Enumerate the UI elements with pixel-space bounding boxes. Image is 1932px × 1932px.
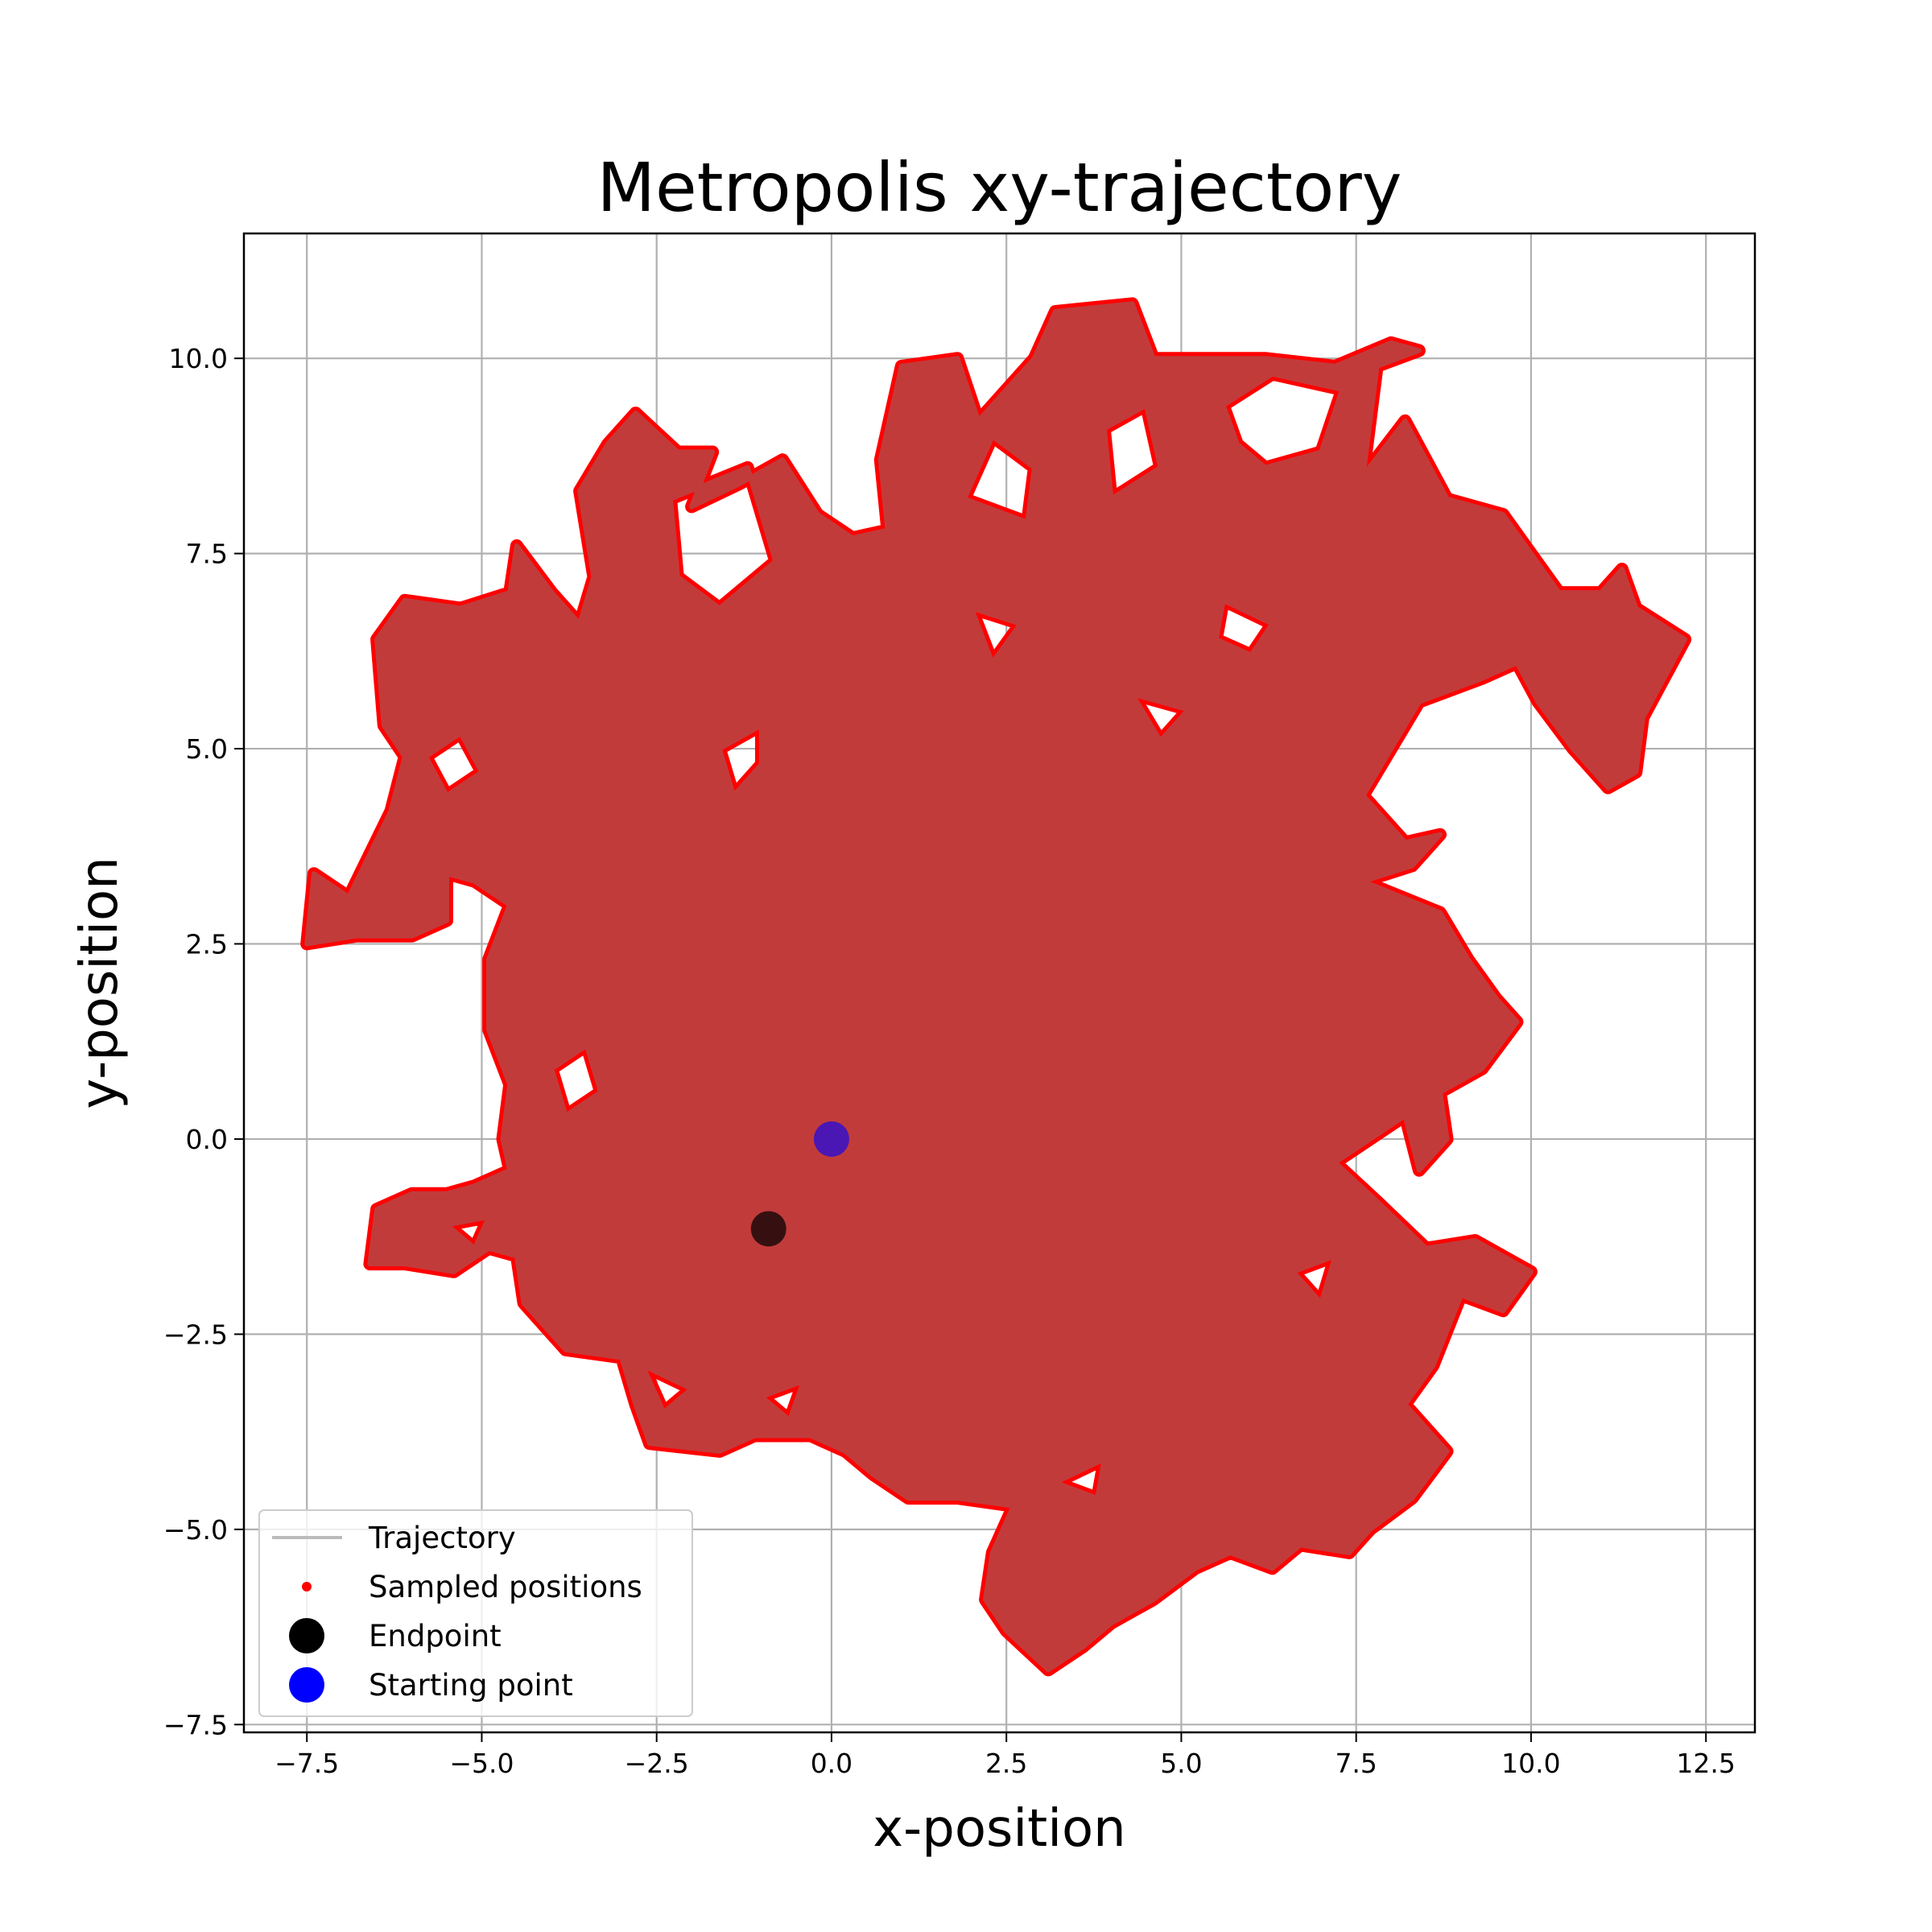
axes-frame bbox=[242, 232, 1757, 1734]
legend-samples-swatch bbox=[302, 1582, 312, 1591]
x-tick-label: 2.5 bbox=[985, 1748, 1027, 1779]
legend-endpoint-swatch bbox=[289, 1618, 324, 1653]
trajectory bbox=[304, 301, 1688, 1673]
legend-items: Trajectory Sampled positions Endpoint Start… bbox=[272, 1521, 642, 1703]
starting-point-marker bbox=[813, 1121, 849, 1157]
y-tick-label: 7.5 bbox=[186, 539, 228, 570]
legend-label: Starting point bbox=[369, 1668, 573, 1703]
x-axis-label: x-position bbox=[873, 1799, 1125, 1859]
y-tick-label: 2.5 bbox=[186, 929, 228, 960]
y-tick-label: 0.0 bbox=[186, 1124, 228, 1155]
endpoint-marker bbox=[750, 1211, 786, 1247]
chart-title: Metropolis xy-trajectory bbox=[597, 148, 1402, 227]
legend-label: Sampled positions bbox=[369, 1570, 642, 1604]
legend-label: Trajectory bbox=[368, 1521, 516, 1555]
x-tick-label: 12.5 bbox=[1676, 1748, 1735, 1779]
x-tick-label: −7.5 bbox=[275, 1748, 339, 1779]
y-tick-label: −2.5 bbox=[163, 1319, 228, 1350]
x-tick-label: −5.0 bbox=[449, 1748, 514, 1779]
x-tick-label: 10.0 bbox=[1501, 1748, 1560, 1779]
x-tick-label: 5.0 bbox=[1160, 1748, 1202, 1779]
legend-box bbox=[258, 1509, 693, 1717]
plot-area bbox=[300, 297, 1692, 1677]
y-tick-label: −5.0 bbox=[163, 1514, 228, 1546]
y-tick-label: −7.5 bbox=[163, 1709, 228, 1740]
x-tick-label: 0.0 bbox=[811, 1748, 852, 1779]
legend-start-swatch bbox=[289, 1667, 324, 1703]
x-tick-label: 7.5 bbox=[1335, 1748, 1377, 1779]
legend: Trajectory Sampled positions Endpoint Start… bbox=[258, 1509, 693, 1717]
axis-ticks: −7.5 −5.0 −2.5 0.0 2.5 5.0 7.5 10.0 12.5 −7.5 −5.0… bbox=[163, 343, 1736, 1779]
y-axis-label: y-position bbox=[70, 857, 130, 1108]
legend-label: Endpoint bbox=[369, 1619, 502, 1653]
y-tick-label: 5.0 bbox=[186, 733, 228, 765]
y-tick-label: 10.0 bbox=[169, 343, 228, 374]
x-tick-label: −2.5 bbox=[625, 1748, 689, 1779]
